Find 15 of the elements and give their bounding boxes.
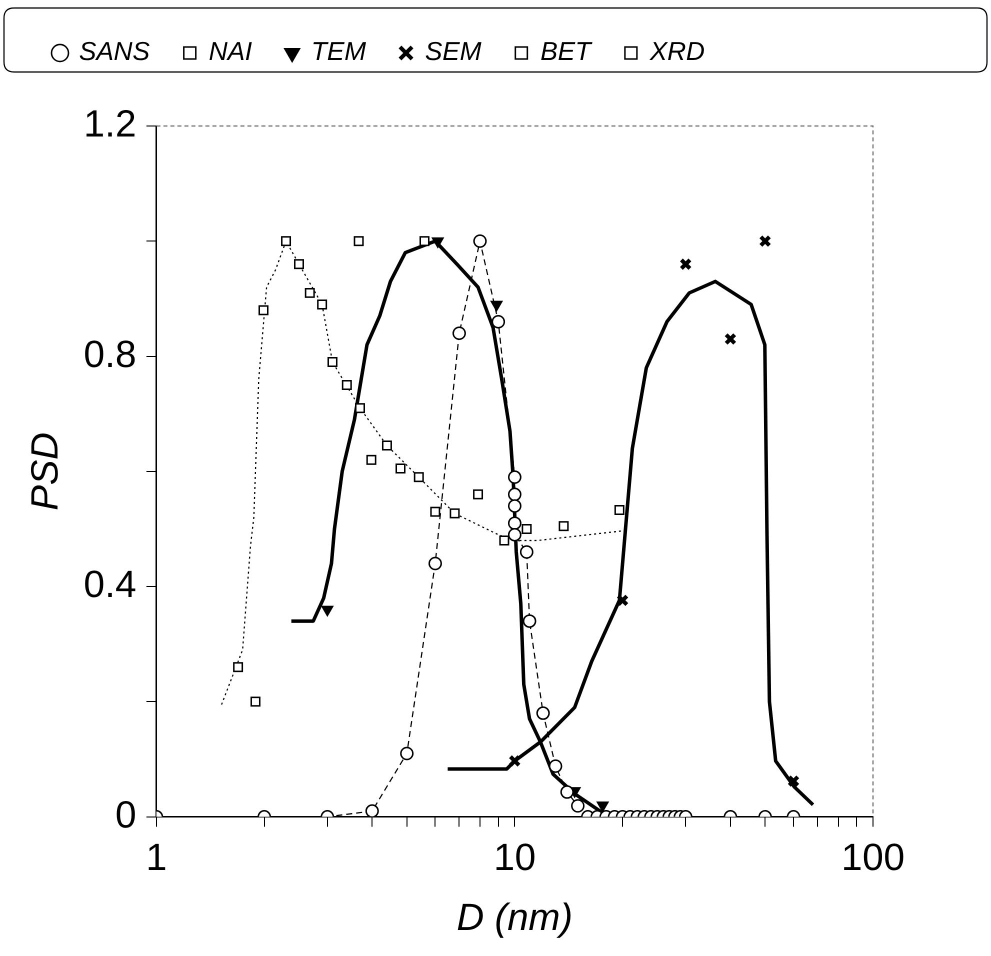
legend-label: SANS [79, 36, 150, 66]
legend-label: NAI [208, 36, 252, 66]
y-tick-label: 0.8 [84, 334, 136, 376]
x-axis-title: D (nm) [456, 896, 573, 939]
x-tick-label: 10 [494, 837, 536, 880]
legend-label: TEM [311, 36, 366, 66]
y-tick-label: 1.2 [84, 103, 136, 146]
x-tick-label: 100 [841, 837, 905, 880]
legend-label: SEM [425, 36, 482, 66]
legend-label: XRD [648, 36, 705, 66]
y-tick-label: 0.4 [84, 564, 136, 606]
x-tick-label: 1 [146, 837, 167, 880]
y-tick-label: 0 [115, 794, 136, 836]
y-axis-title: PSD [24, 432, 66, 510]
legend-label: BET [540, 36, 594, 66]
